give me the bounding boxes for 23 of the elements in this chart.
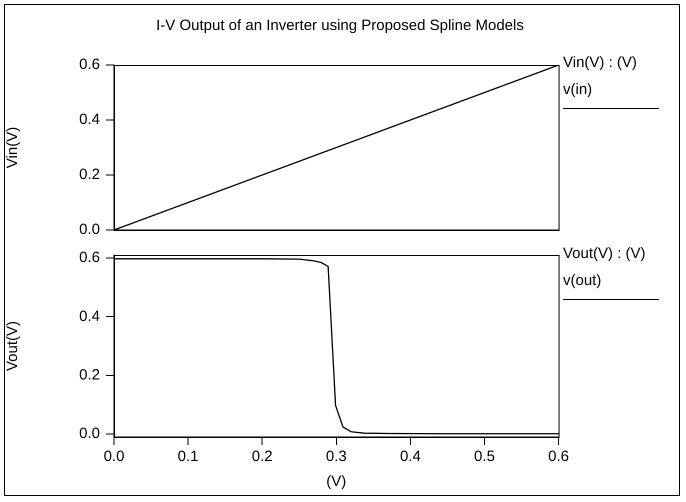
- y-axis-title: Vout(V): [4, 320, 22, 372]
- x-tick-label: 0.6: [548, 448, 570, 466]
- y-axis-title: Vin(V): [4, 126, 22, 168]
- x-tick-label: 0.5: [474, 448, 495, 466]
- x-tick-label: 0.2: [252, 448, 273, 466]
- x-tick-label: 0.0: [104, 448, 124, 466]
- legend-title: Vout(V) : (V): [563, 245, 647, 262]
- series-label: v(in): [563, 81, 594, 98]
- x-tick-label: 0.4: [400, 448, 421, 466]
- y-tick-label: 0.2: [79, 366, 100, 384]
- y-tick-label: 0.4: [79, 308, 100, 325]
- x-tick-label: 0.3: [326, 448, 347, 466]
- y-tick-label: 0.2: [79, 166, 100, 184]
- y-tick-label: 0.0: [79, 425, 100, 442]
- y-tick-label: 0.6: [79, 56, 100, 74]
- y-tick-label: 0.0: [79, 221, 100, 238]
- text: v(out): [563, 272, 602, 289]
- x-axis-title: (V): [326, 473, 346, 490]
- chart-title: I-V Output of an Inverter using Proposed Spline Models: [155, 17, 525, 34]
- y-tick-label: 0.6: [79, 249, 100, 266]
- y-tick-label: 0.4: [79, 111, 100, 128]
- x-tick-label: 0.1: [178, 448, 199, 466]
- legend-title: Vin(V) : (V): [563, 54, 638, 71]
